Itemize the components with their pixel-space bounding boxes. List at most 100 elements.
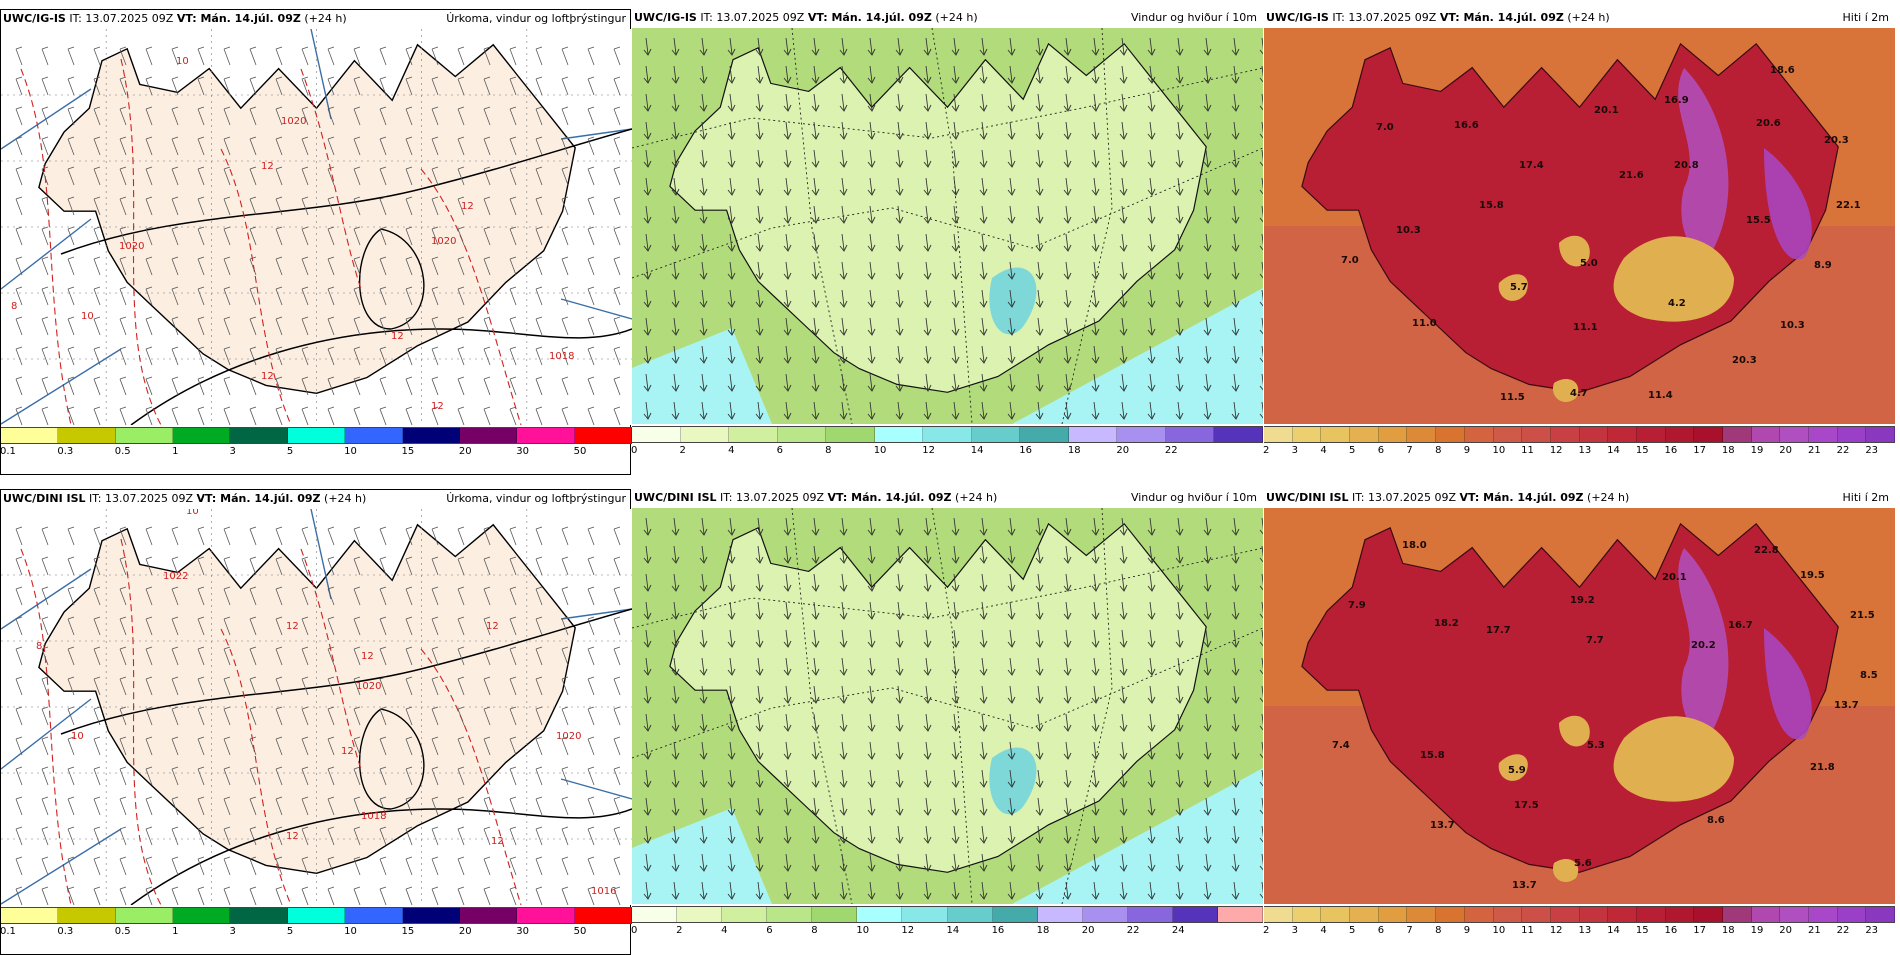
map-value-label: 17.4: [1519, 160, 1544, 171]
scale-tick-label: 3: [229, 446, 236, 457]
scale-tick-label: 20: [458, 926, 472, 937]
scale-tick-label: 5: [286, 926, 294, 937]
scale-tick-label: 23: [1865, 925, 1879, 936]
scale-tick-label: 19: [1750, 445, 1764, 456]
panel-title: Vindur og hviður í 10m: [1130, 11, 1257, 24]
map-value-label: 5.9: [1508, 765, 1526, 776]
map-value-label: 12: [286, 831, 299, 842]
color-swatch: [1837, 907, 1867, 922]
scale-tick-label: 16: [1664, 445, 1678, 456]
color-swatch: [1165, 427, 1215, 442]
color-swatch: [173, 908, 231, 923]
map-value-label: 7.9: [1348, 600, 1366, 611]
color-swatch: [1350, 907, 1379, 922]
color-swatch: [1292, 907, 1322, 922]
map-value-label: 15.8: [1479, 200, 1504, 211]
map-value-label: 7.0: [1376, 122, 1394, 133]
color-swatch: [1436, 427, 1465, 442]
panel-header: UWC/DINI ISL IT: 13.07.2025 09Z VT: Mán.…: [1264, 489, 1895, 507]
color-swatch: [1579, 427, 1609, 442]
color-swatch: [1809, 427, 1838, 442]
scale-tick-label: 1: [172, 446, 179, 457]
map-value-label: 16.9: [1664, 95, 1689, 106]
color-swatch: [1292, 427, 1322, 442]
color-swatch: [1723, 427, 1752, 442]
scale-tick-label: 18: [1036, 925, 1050, 936]
valid-time: VT: Mán. 14.júl. 09Z: [807, 11, 932, 24]
scale-tick-label: 4: [1320, 925, 1327, 936]
color-swatch: [1, 428, 59, 443]
color-swatch: [947, 907, 993, 922]
scale-tick-label: 10: [344, 446, 357, 457]
scale-tick-label: 11: [1521, 925, 1534, 936]
color-swatch: [1751, 427, 1781, 442]
color-scale-ticks: 0 2 4 6 8 10 12 14 16 18 20 22 24: [631, 925, 1263, 939]
scale-tick-label: 24: [1171, 925, 1185, 936]
map-value-label: 13.7: [1512, 880, 1537, 891]
color-scale-bar: [1264, 426, 1896, 443]
model-name: UWC/DINI ISL: [634, 491, 717, 504]
map-area: [632, 508, 1263, 904]
color-swatch: [857, 907, 903, 922]
color-scale-bar: [632, 426, 1263, 443]
color-swatch: [1214, 427, 1263, 442]
scale-tick-label: 30: [516, 926, 529, 937]
map-value-label: 1018: [549, 351, 574, 362]
map-value-label: 4.7: [1570, 388, 1588, 399]
map-value-label: 5.0: [1580, 258, 1598, 269]
lead-time: (+24 h): [1587, 491, 1630, 504]
color-swatch: [680, 427, 730, 442]
color-swatch: [767, 907, 813, 922]
scale-tick-label: 15: [1635, 445, 1649, 456]
scale-tick-label: 0: [631, 925, 638, 936]
model-name: UWC/IG-IS: [3, 12, 66, 25]
map-value-label: 12: [391, 331, 404, 342]
map-canvas: 1020101810181020102012121212121081014: [1, 29, 632, 425]
lead-time: (+24 h): [324, 492, 367, 505]
model-name: UWC/DINI ISL: [1266, 491, 1349, 504]
color-swatch: [1780, 907, 1810, 922]
scale-tick-label: 11: [1521, 445, 1534, 456]
color-swatch: [1751, 907, 1781, 922]
color-swatch: [1780, 427, 1810, 442]
map-value-label: 12: [261, 161, 274, 172]
map-canvas: [632, 28, 1263, 424]
panel-title: Hiti í 2m: [1842, 491, 1889, 504]
color-swatch: [345, 428, 403, 443]
init-time: IT: 13.07.2025 09Z: [69, 12, 174, 25]
map-value-label: 20.1: [1662, 572, 1687, 583]
color-scale-ticks: 0.1 0.3 0.5 1 3 5 10 15 20 30 50: [0, 446, 632, 460]
scale-tick-label: 0.3: [57, 926, 74, 937]
scale-tick-label: 10: [1492, 925, 1506, 936]
scale-tick-label: 14: [970, 445, 984, 456]
map-value-label: 12: [361, 651, 374, 662]
map-value-label: 11.4: [1648, 390, 1673, 401]
scale-tick-label: 21: [1807, 925, 1821, 936]
color-swatch: [632, 427, 681, 442]
color-swatch: [1493, 427, 1523, 442]
map-value-label: 22.8: [1754, 545, 1779, 556]
color-swatch: [1172, 907, 1219, 922]
color-swatch: [1694, 907, 1723, 922]
map-value-label: 11.5: [1500, 392, 1525, 403]
scale-tick-label: 22: [1126, 925, 1140, 936]
scale-tick-label: 3: [1291, 925, 1299, 936]
color-swatch: [1723, 907, 1752, 922]
color-swatch: [517, 428, 575, 443]
color-swatch: [115, 908, 174, 923]
scale-tick-label: 14: [1607, 925, 1620, 936]
map-value-label: 11.0: [1412, 318, 1437, 329]
color-swatch: [992, 907, 1038, 922]
color-scale-ticks: 0.1 0.3 0.5 1 3 5 10 15 20 30 50: [0, 926, 632, 940]
map-value-label: 8.9: [1814, 260, 1832, 271]
lead-time: (+24 h): [935, 11, 978, 24]
scale-tick-label: 8: [825, 445, 832, 456]
color-swatch: [459, 908, 518, 923]
map-area: 1022102010201018101612121212121210810101…: [1, 509, 632, 905]
map-value-label: 20.8: [1674, 160, 1699, 171]
forecast-panel-precip: UWC/DINI ISL IT: 13.07.2025 09Z VT: Mán.…: [0, 489, 632, 955]
map-value-label: 10: [186, 509, 199, 517]
color-swatch: [1665, 427, 1695, 442]
map-value-label: 18.0: [1402, 540, 1427, 551]
map-value-label: 10.3: [1780, 320, 1805, 331]
